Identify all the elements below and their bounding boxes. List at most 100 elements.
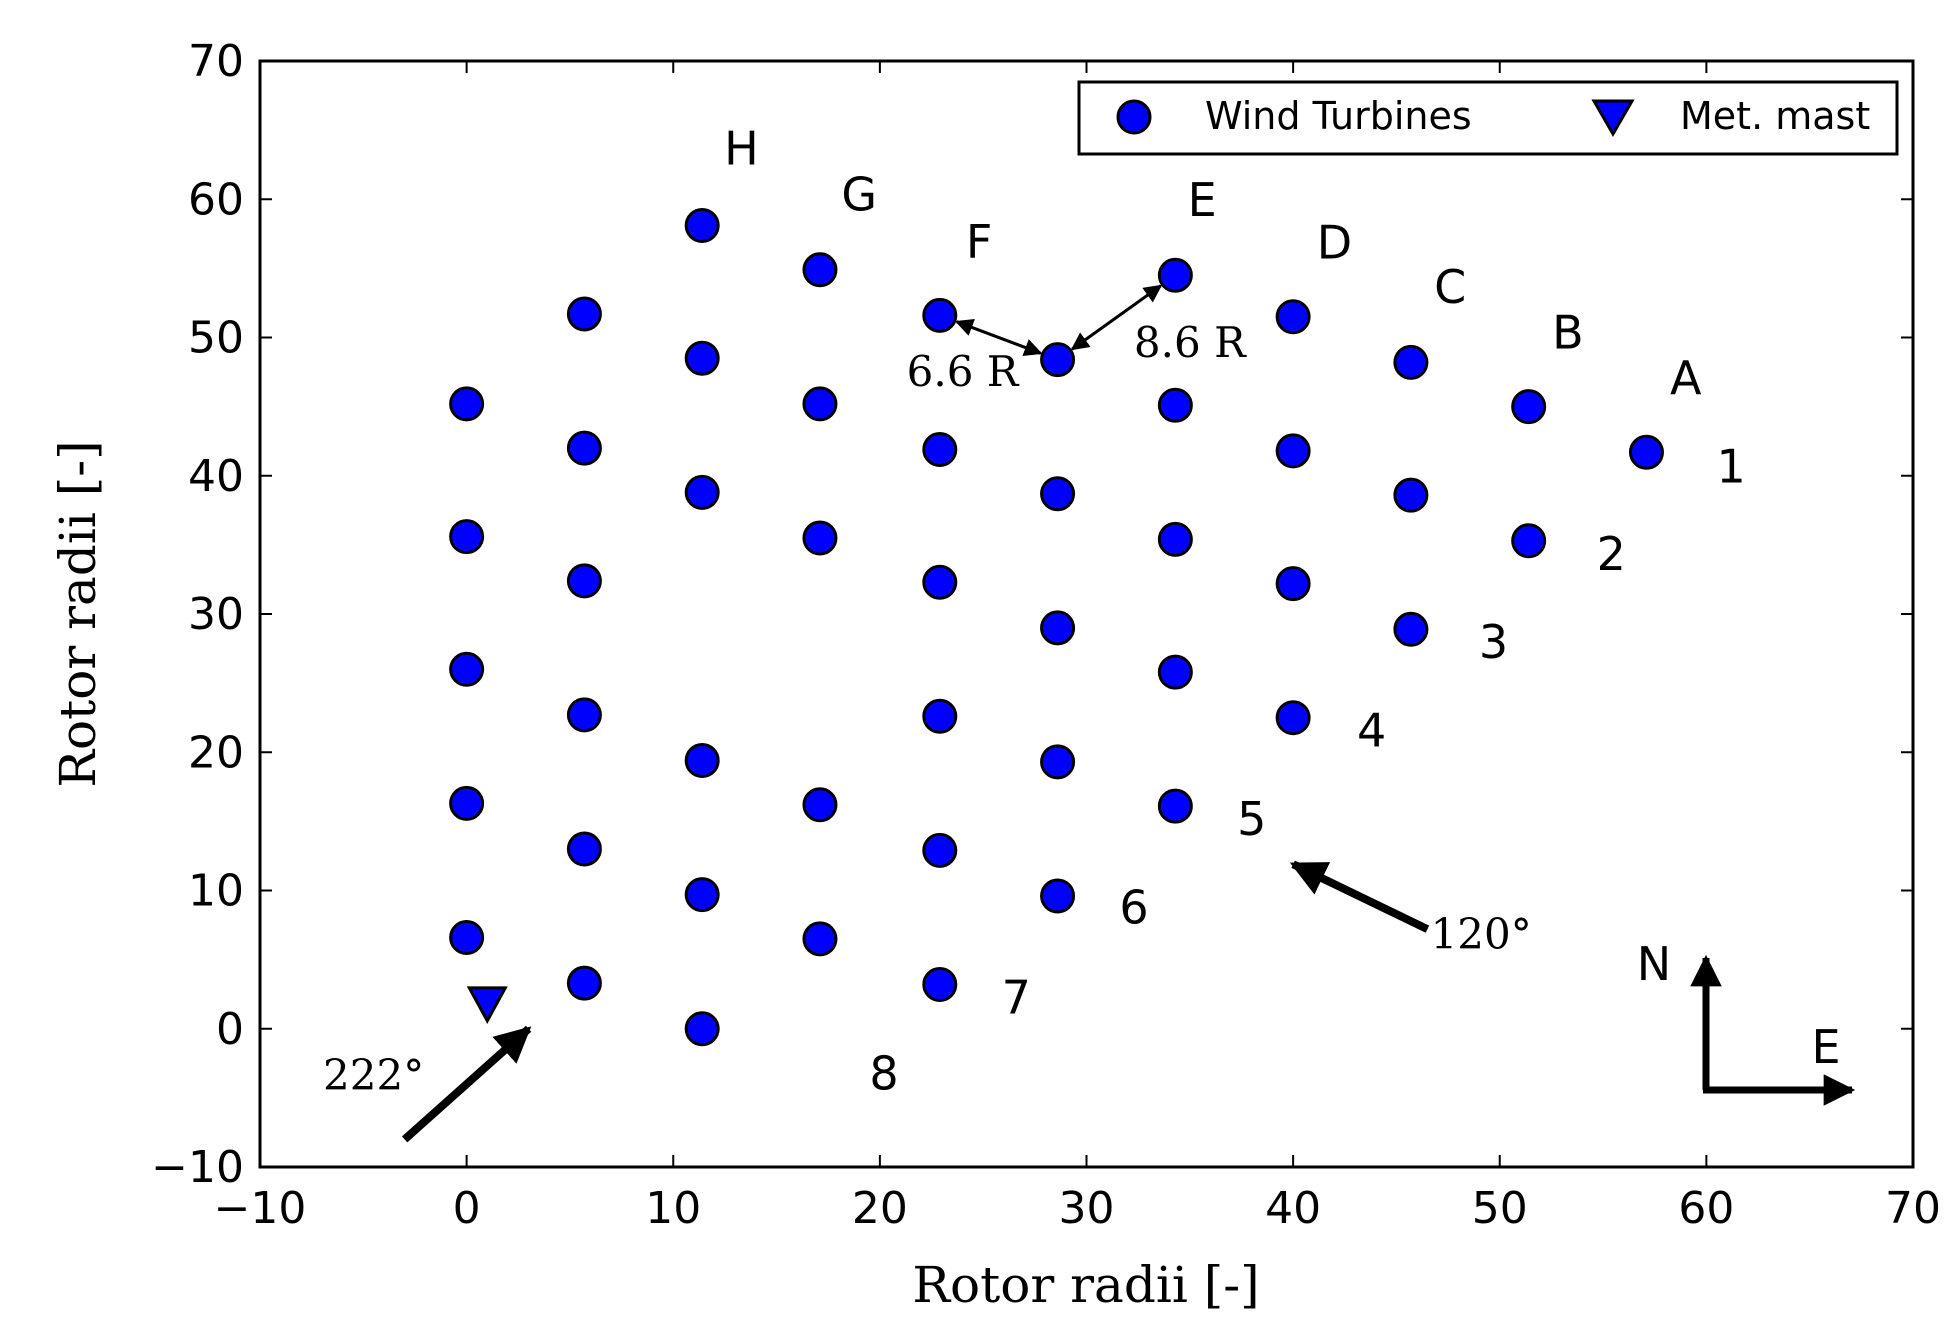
x-tick-label: 10 [645, 1183, 701, 1234]
turbine-point [449, 920, 485, 956]
turbine-point [922, 297, 958, 333]
row-label: 7 [1002, 971, 1031, 1025]
turbine-point [449, 519, 485, 555]
y-tick-label: 20 [188, 727, 244, 778]
turbine-point [802, 386, 838, 422]
turbine-point [802, 787, 838, 823]
legend-mast-label: Met. mast [1680, 94, 1870, 138]
turbine-point [566, 831, 602, 867]
turbine-point [1393, 344, 1429, 380]
turbine-point [1275, 566, 1311, 602]
turbine-point [449, 785, 485, 821]
turbine-point [1040, 476, 1076, 512]
x-tick-labels: −10 0 10 20 30 40 50 60 70 [214, 1183, 1941, 1234]
wind-arrows [401, 860, 1430, 1143]
y-tick-label: 30 [188, 589, 244, 640]
turbine-point [1157, 654, 1193, 690]
met-mast-point [466, 986, 508, 1024]
y-tick-label: −10 [151, 1142, 244, 1193]
y-axis-title: Rotor radii [-] [49, 440, 107, 787]
turbine-point [1040, 744, 1076, 780]
column-label: H [724, 122, 759, 176]
column-labels: H G F E D C B A [724, 122, 1702, 405]
x-axis-title: Rotor radii [-] [912, 1256, 1259, 1314]
legend-turbine-label: Wind Turbines [1205, 94, 1472, 138]
turbine-point [922, 431, 958, 467]
y-tick-label: 40 [188, 451, 244, 502]
legend-box [1077, 80, 1899, 156]
turbine-point [1157, 387, 1193, 423]
x-tick-label: 40 [1265, 1183, 1321, 1234]
turbine-point [1040, 342, 1076, 378]
turbine-point [1275, 700, 1311, 736]
spacing-arrows [954, 284, 1163, 357]
turbine-point [566, 697, 602, 733]
wind-arrow-222 [401, 1025, 532, 1143]
x-tick-label: 70 [1885, 1183, 1941, 1234]
x-tick-label: 50 [1472, 1183, 1528, 1234]
y-tick-label: 70 [188, 36, 244, 87]
y-tick-labels: −10 0 10 20 30 40 50 60 70 [151, 36, 244, 1193]
column-label: A [1670, 351, 1702, 405]
turbine-point [1157, 257, 1193, 293]
turbine-point [1157, 788, 1193, 824]
turbine-point [922, 564, 958, 600]
turbine-point [1511, 523, 1547, 559]
wind-direction-labels: 222° 120° [323, 910, 1532, 1100]
turbine-point [566, 296, 602, 332]
x-tick-label: 30 [1059, 1183, 1115, 1234]
column-label: G [841, 167, 877, 221]
wind-arrow-120 [1289, 860, 1430, 933]
turbine-point [449, 651, 485, 687]
column-label: C [1434, 260, 1466, 314]
wind-direction-label: 222° [323, 1051, 424, 1100]
row-label: 6 [1119, 881, 1148, 935]
turbine-point [684, 743, 720, 779]
y-tick-label: 60 [188, 174, 244, 225]
turbine-point [1275, 299, 1311, 335]
row-label: 5 [1237, 792, 1266, 846]
turbine-point [684, 1011, 720, 1047]
column-label: B [1552, 306, 1584, 360]
x-tick-label: 60 [1678, 1183, 1734, 1234]
turbine-point [922, 698, 958, 734]
turbine-point [1628, 434, 1664, 470]
row-labels: 1 2 3 4 5 6 7 8 [869, 440, 1745, 1101]
turbine-point [684, 474, 720, 510]
turbine-point [802, 252, 838, 288]
met-mast-markers [466, 986, 508, 1024]
turbine-point [566, 965, 602, 1001]
turbine-point [566, 430, 602, 466]
x-tick-label: −10 [214, 1183, 307, 1234]
wind-direction-label: 120° [1431, 910, 1532, 959]
y-tick-label: 10 [188, 866, 244, 917]
turbine-point [1040, 878, 1076, 914]
compass-east-label: E [1811, 1020, 1840, 1074]
column-label: E [1188, 173, 1217, 227]
column-label: D [1317, 216, 1352, 270]
turbine-point [684, 340, 720, 376]
turbine-point [684, 877, 720, 913]
turbine-point [1393, 477, 1429, 513]
turbine-point [684, 208, 720, 244]
column-label: F [966, 214, 992, 268]
spacing-arrow-6-6 [954, 318, 1043, 357]
row-label: 8 [869, 1047, 898, 1101]
row-label: 2 [1597, 527, 1626, 581]
turbine-point [802, 520, 838, 556]
y-tick-label: 50 [188, 313, 244, 364]
turbine-point [922, 967, 958, 1003]
turbine-point [1511, 389, 1547, 425]
turbine-point [449, 386, 485, 422]
plot-area [258, 59, 1915, 1169]
row-label: 1 [1717, 440, 1746, 494]
x-tick-label: 0 [453, 1183, 481, 1234]
spacing-label: 6.6 R [907, 347, 1020, 396]
row-label: 3 [1479, 615, 1508, 669]
spacing-label: 8.6 R [1134, 318, 1247, 367]
turbine-point [566, 563, 602, 599]
turbine-point [1275, 433, 1311, 469]
x-tick-label: 20 [852, 1183, 908, 1234]
compass-north-label: N [1637, 937, 1671, 991]
turbine-point [1040, 610, 1076, 646]
